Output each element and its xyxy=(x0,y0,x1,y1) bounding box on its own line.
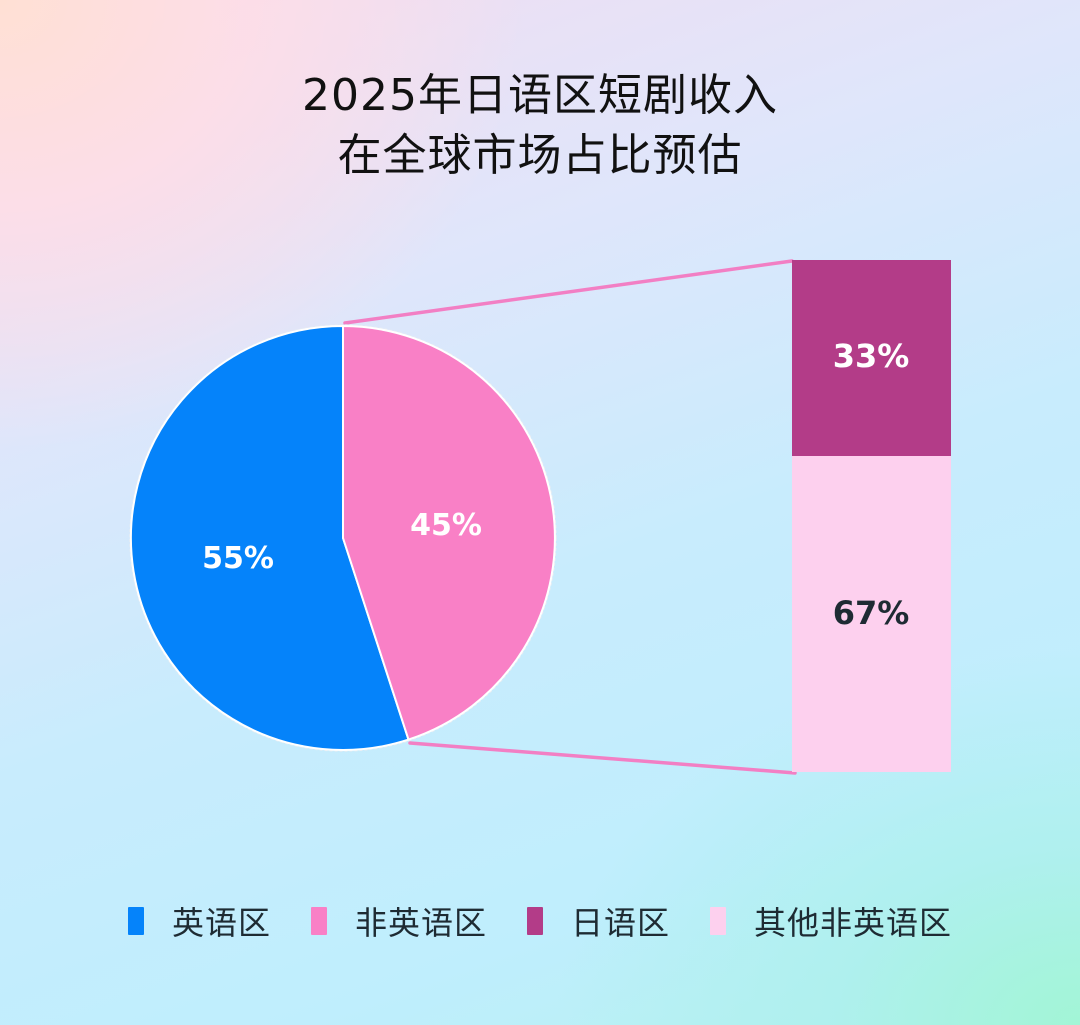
connector-line-bottom xyxy=(408,741,797,775)
legend-label: 英语区 xyxy=(171,904,271,942)
legend-item-non-english[interactable]: 非英语区 xyxy=(310,898,487,944)
pie-outline xyxy=(129,324,557,752)
pie-slice-english[interactable] xyxy=(129,324,410,751)
legend-item-english[interactable]: 英语区 xyxy=(127,898,271,944)
bar-label-other-non-english: 67% xyxy=(833,594,910,632)
legend-swatch-other-non-english xyxy=(710,907,727,935)
bar-segment-other-non-english[interactable] xyxy=(792,456,951,772)
legend-label: 日语区 xyxy=(571,904,671,942)
legend-label: 非英语区 xyxy=(354,904,487,942)
legend-item-other-non-english[interactable]: 其他非英语区 xyxy=(710,898,952,944)
legend-swatch-english xyxy=(127,907,144,935)
pie-label-english: 55% xyxy=(202,541,274,576)
legend: 英语区 非英语区 日语区 其他非英语区 xyxy=(0,893,1080,949)
legend-label: 其他非英语区 xyxy=(754,904,953,942)
legend-swatch-japanese xyxy=(527,907,543,935)
bar-label-japanese: 33% xyxy=(833,337,910,375)
chart-title-line-2: 在全球市场占比预估 xyxy=(337,130,743,181)
chart-title: 2025年日语区短剧收入 在全球市场占比预估 xyxy=(0,66,1080,186)
pie-slice-non-english[interactable] xyxy=(342,324,556,741)
chart-title-line-1: 2025年日语区短剧收入 xyxy=(302,70,778,121)
connector-line-top xyxy=(343,259,794,325)
pie-label-non-english: 45% xyxy=(410,508,482,543)
legend-swatch-non-english xyxy=(310,907,327,935)
bar-segment-japanese[interactable] xyxy=(792,260,951,456)
legend-item-japanese[interactable]: 日语区 xyxy=(527,898,670,944)
